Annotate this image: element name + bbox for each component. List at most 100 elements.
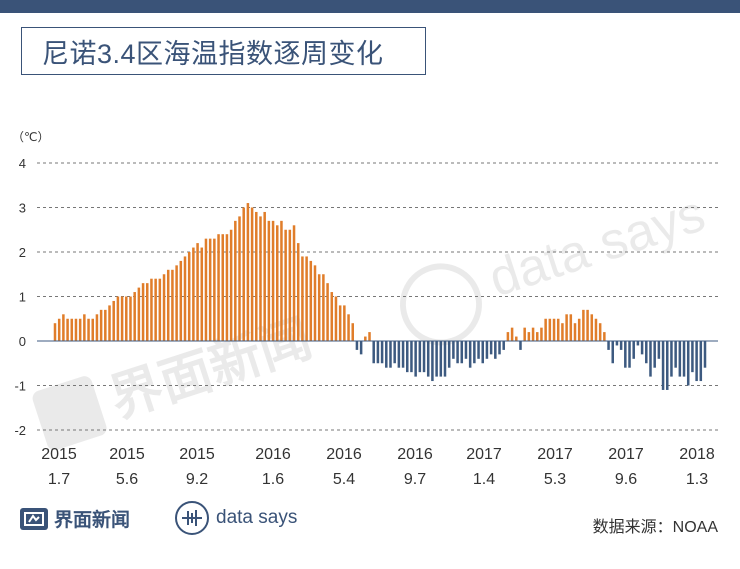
bar <box>536 332 539 341</box>
bar <box>540 327 543 341</box>
y-tick-label: 3 <box>19 201 26 216</box>
bar <box>691 341 694 373</box>
x-tick-date: 5.6 <box>116 471 138 488</box>
x-tick-date: 1.7 <box>48 471 70 488</box>
bar <box>271 220 275 341</box>
bar <box>351 323 354 341</box>
bar <box>695 341 698 382</box>
x-tick-year: 2017 <box>608 446 644 463</box>
bar <box>670 341 673 377</box>
bar <box>577 318 581 341</box>
bar <box>154 278 157 341</box>
bar <box>334 296 338 341</box>
bar <box>217 234 220 341</box>
bar <box>338 305 342 341</box>
jiemian-logo-icon <box>20 507 48 530</box>
bar <box>666 341 669 390</box>
x-tick-date: 9.6 <box>615 471 637 488</box>
bar <box>447 341 451 368</box>
data-source: 数据来源：NOAA <box>592 519 718 536</box>
bar <box>653 341 656 368</box>
bar <box>326 283 329 341</box>
bar <box>443 341 447 377</box>
bar <box>385 341 388 368</box>
bar <box>569 314 573 341</box>
y-tick-label: 2 <box>19 245 26 260</box>
x-tick-year: 2016 <box>397 446 433 463</box>
bar <box>246 203 250 341</box>
x-tick-date: 5.4 <box>333 471 355 488</box>
bar <box>343 305 346 341</box>
bar <box>313 265 317 341</box>
bar <box>57 318 61 341</box>
bar <box>573 323 577 341</box>
bar <box>552 318 556 341</box>
bar <box>565 314 568 341</box>
bar <box>489 341 493 355</box>
y-tick-label: -2 <box>14 423 26 438</box>
y-tick-label: -1 <box>14 379 26 394</box>
x-tick-year: 2015 <box>109 446 145 463</box>
bar <box>116 296 120 341</box>
bar <box>242 207 245 341</box>
bar <box>288 229 292 341</box>
bar <box>213 238 216 341</box>
bar <box>171 269 174 341</box>
bar <box>422 341 426 373</box>
bar <box>464 341 468 359</box>
bar <box>607 341 610 350</box>
x-tick-date: 9.2 <box>186 471 208 488</box>
bar <box>53 323 57 341</box>
bar <box>460 341 464 364</box>
bar <box>657 341 661 359</box>
bar <box>594 318 598 341</box>
bar <box>624 341 627 368</box>
bar <box>393 341 396 364</box>
bar <box>200 247 204 341</box>
bar <box>414 341 417 377</box>
bar <box>485 341 489 359</box>
bar <box>582 309 585 341</box>
bar <box>309 260 313 341</box>
datasays-logo: data says <box>175 501 297 535</box>
x-tick-year: 2017 <box>466 446 502 463</box>
bar <box>74 318 78 341</box>
bar <box>158 278 162 341</box>
bar <box>380 341 384 364</box>
bar <box>187 252 191 341</box>
bar <box>456 341 459 364</box>
bar <box>640 341 644 355</box>
bar <box>523 327 526 341</box>
bar <box>104 309 107 341</box>
jiemian-logo-text: 界面新闻 <box>54 510 131 531</box>
bar <box>137 287 141 341</box>
bar <box>284 229 287 341</box>
bar <box>162 274 166 341</box>
bar <box>426 341 430 377</box>
bar <box>359 341 363 355</box>
bar <box>678 341 682 377</box>
bar <box>531 327 535 341</box>
bar <box>141 283 145 341</box>
bar <box>645 341 648 364</box>
x-tick-year: 2016 <box>326 446 362 463</box>
bar <box>561 323 564 341</box>
bar <box>619 341 623 350</box>
bar <box>527 332 531 341</box>
datasays-logo-text: data says <box>216 507 298 528</box>
bar <box>150 278 153 341</box>
x-tick-year: 2018 <box>679 446 715 463</box>
bar <box>481 341 484 364</box>
bar <box>259 216 262 341</box>
bar <box>305 256 308 341</box>
footer: 界面新闻 data says 数据来源：NOAA <box>0 498 740 548</box>
bar <box>431 341 434 382</box>
bar <box>435 341 438 377</box>
title-box: 尼诺3.4区海温指数逐周变化 <box>21 27 426 75</box>
bar <box>372 341 375 364</box>
bar <box>317 274 321 341</box>
bar <box>91 318 94 341</box>
bar <box>234 220 237 341</box>
bar <box>661 341 665 390</box>
